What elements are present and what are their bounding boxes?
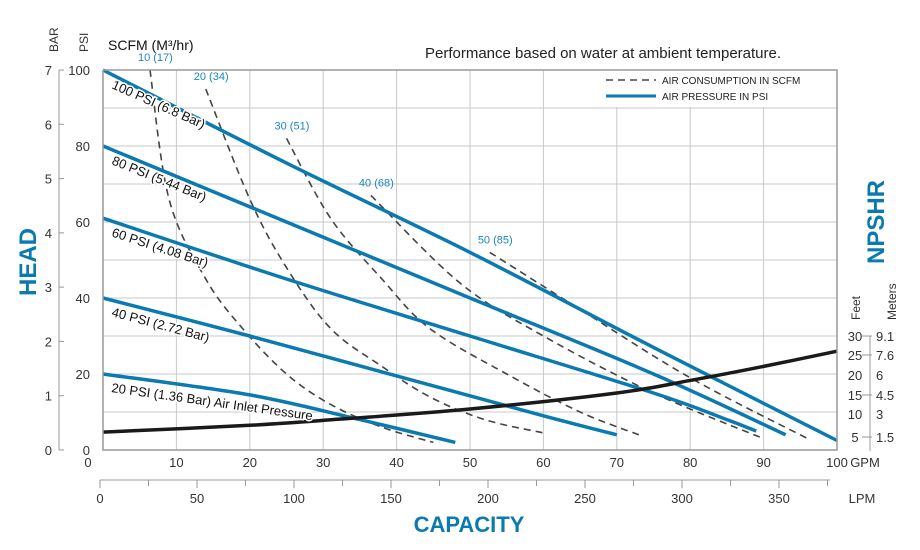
meter-tick-label: 4.5 <box>876 388 894 403</box>
scfm-label: SCFM (M³/hr) <box>108 37 194 53</box>
lpm-tick-label: 200 <box>477 491 499 506</box>
x-tick-label: 30 <box>316 455 330 470</box>
bar-tick-label: 7 <box>45 63 52 78</box>
x-tick-label: 90 <box>756 455 770 470</box>
air-consumption-label: 20 (34) <box>194 71 229 83</box>
air-pressure-line <box>102 144 787 437</box>
air-pressure-line <box>102 216 757 433</box>
x-tick-label: 0 <box>84 455 91 470</box>
feet-tick-label: 25 <box>848 348 862 363</box>
x-tick-label: 50 <box>463 455 477 470</box>
air-pressure-label: 100 PSI (6.8 Bar) <box>110 77 208 132</box>
meter-tick-label: 7.6 <box>876 348 894 363</box>
feet-tick-label: 20 <box>848 368 862 383</box>
bar-tick-label: 4 <box>45 226 52 241</box>
feet-tick-label: 10 <box>848 407 862 422</box>
air-pressure-line <box>102 372 456 445</box>
psi-tick-label: 80 <box>76 139 90 154</box>
air-consumption-label: 50 (85) <box>478 234 513 246</box>
psi-tick-label: 0 <box>83 443 90 458</box>
x-axis-title: CAPACITY <box>414 512 525 537</box>
lpm-tick-label: 50 <box>190 491 204 506</box>
feet-tick-label: 15 <box>848 388 862 403</box>
psi-tick-label: 20 <box>76 367 90 382</box>
lpm-tick-label: 100 <box>283 491 305 506</box>
lpm-tick-label: 150 <box>380 491 402 506</box>
x-tick-label: 70 <box>610 455 624 470</box>
meter-tick-label: 6 <box>876 368 883 383</box>
chart-title: Performance based on water at ambient te… <box>425 45 781 62</box>
air-pressure-line <box>102 296 618 437</box>
feet-tick-label: 5 <box>851 430 858 445</box>
y-axis-title: HEAD <box>15 228 42 296</box>
bar-tick-label: 1 <box>45 389 52 404</box>
legend: AIR CONSUMPTION IN SCFM AIR PRESSURE IN … <box>545 71 836 107</box>
air-consumption-label: 10 (17) <box>138 52 173 64</box>
legend-air-pressure: AIR PRESSURE IN PSI <box>662 92 768 103</box>
bar-tick-label: 6 <box>45 117 52 132</box>
air-consumption-label: 40 (68) <box>359 177 394 189</box>
lpm-unit-label: LPM <box>849 491 876 506</box>
air-pressure-label: 40 PSI (2.72 Bar) <box>110 304 211 344</box>
psi-tick-label: 100 <box>68 63 90 78</box>
x-tick-label: 10 <box>169 455 183 470</box>
x-tick-label: 40 <box>389 455 403 470</box>
air-consumption-line <box>285 138 640 436</box>
bar-tick-label: 5 <box>45 172 52 187</box>
x-tick-label: 100 <box>826 455 848 470</box>
air-consumption-line <box>489 251 809 440</box>
bar-tick-label: 0 <box>45 443 52 458</box>
gpm-unit-label: GPM <box>850 455 880 470</box>
meter-tick-label: 9.1 <box>876 329 894 344</box>
air-consumption-label: 30 (51) <box>275 120 310 132</box>
feet-unit-label: Feet <box>849 295 863 320</box>
x-tick-label: 60 <box>536 455 550 470</box>
feet-tick-label: 30 <box>848 329 862 344</box>
bar-tick-label: 2 <box>45 334 52 349</box>
x-tick-label: 80 <box>683 455 697 470</box>
air-consumption-line <box>205 88 544 434</box>
lpm-tick-label: 250 <box>574 491 596 506</box>
psi-unit-label: PSI <box>77 33 91 52</box>
lpm-tick-label: 350 <box>768 491 790 506</box>
npshr-line <box>102 349 838 434</box>
air-consumption-line <box>370 194 764 440</box>
x-tick-label: 20 <box>243 455 257 470</box>
air-pressure-label: 80 PSI (5.44 Bar) <box>110 153 209 205</box>
plot-frame <box>102 69 838 451</box>
lpm-tick-label: 0 <box>96 491 103 506</box>
meters-unit-label: Meters <box>885 283 899 320</box>
meter-tick-label: 1.5 <box>876 430 894 445</box>
psi-tick-label: 60 <box>76 215 90 230</box>
psi-tick-label: 40 <box>76 291 90 306</box>
legend-air-consumption: AIR CONSUMPTION IN SCFM <box>662 76 800 87</box>
meter-tick-label: 3 <box>876 407 883 422</box>
y2-axis-title: NPSHR <box>863 180 890 264</box>
air-pressure-line <box>102 68 838 443</box>
bar-tick-label: 3 <box>45 280 52 295</box>
bar-unit-label: BAR <box>47 27 61 52</box>
lpm-tick-label: 300 <box>671 491 693 506</box>
